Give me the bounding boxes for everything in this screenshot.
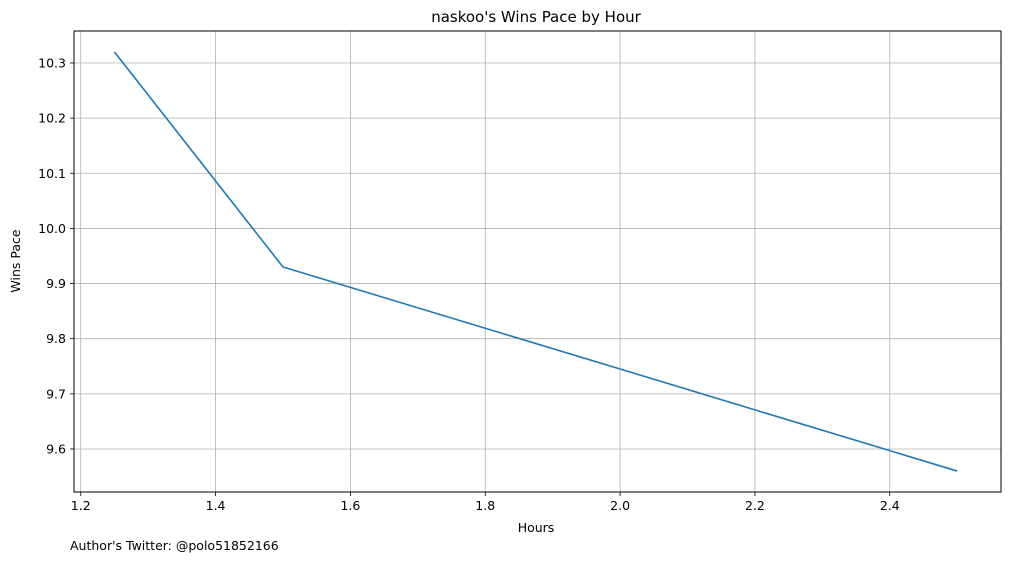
plot-frame [73,30,1002,493]
x-axis-label: Hours [518,520,555,535]
x-tick-label: 1.8 [475,498,495,513]
y-tick-label: 9.8 [46,331,66,346]
series-layer [113,51,958,472]
y-tick-label: 9.9 [46,276,66,291]
author-footnote: Author's Twitter: @polo51852166 [70,538,279,553]
y-tick-label: 9.7 [46,386,66,401]
y-axis-label: Wins Pace [8,229,23,292]
ticks: 1.2 1.4 1.6 1.8 2.0 2.2 2.4 9.6 9.7 9.8 9.9 10.0 10.… [38,55,900,513]
y-tick-label: 10.3 [38,55,66,70]
chart-title: naskoo's Wins Pace by Hour [431,8,641,26]
y-tick-label: 10.1 [38,166,66,181]
x-tick-label: 1.6 [340,498,360,513]
x-tick-label: 1.4 [206,498,226,513]
x-tick-label: 2.4 [880,498,900,513]
y-tick-label: 10.0 [38,221,66,236]
x-tick-label: 1.2 [71,498,91,513]
x-tick-label: 2.0 [610,498,630,513]
grid [74,31,1001,492]
y-tick-label: 9.6 [46,441,66,456]
x-tick-label: 2.2 [745,498,765,513]
y-tick-label: 10.2 [38,111,66,126]
